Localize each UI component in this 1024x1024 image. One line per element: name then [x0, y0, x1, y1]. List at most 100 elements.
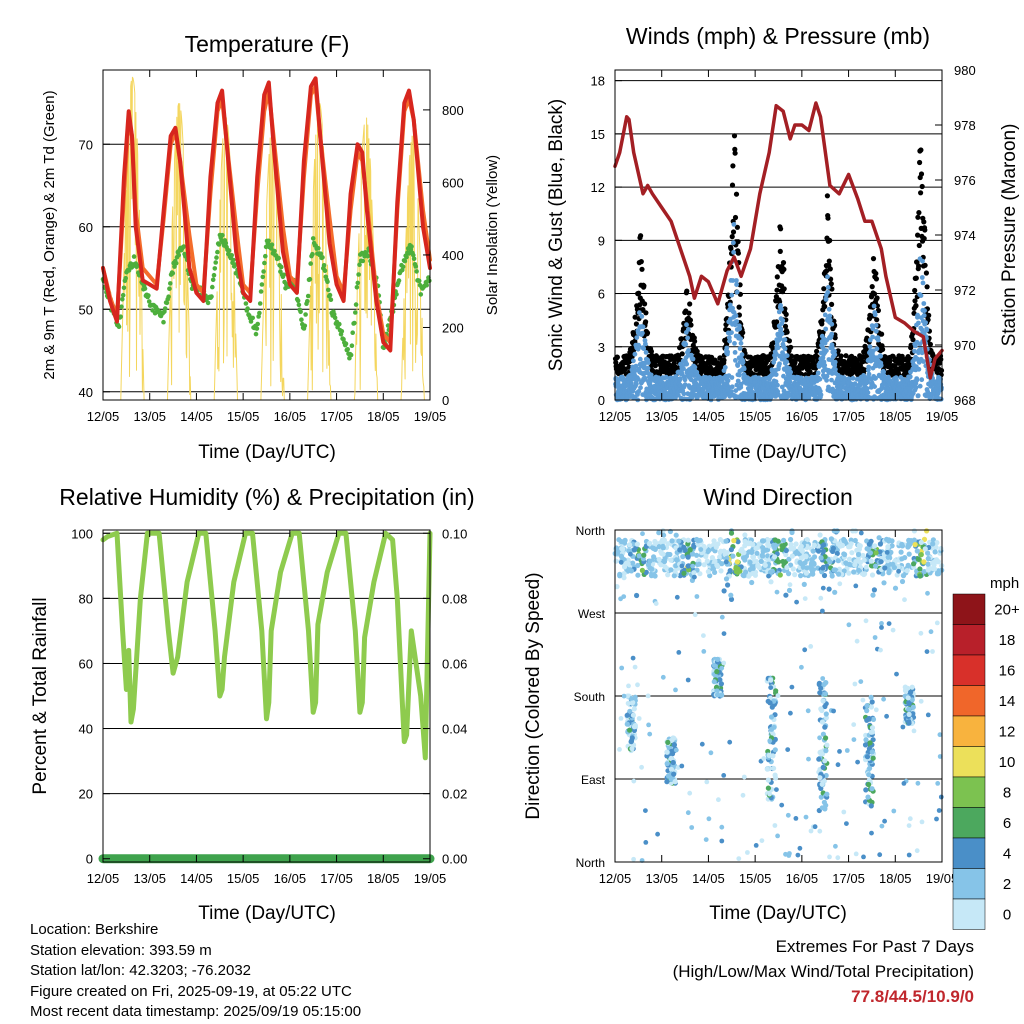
humidity-title: Relative Humidity (%) & Precipitation (i… — [59, 484, 474, 510]
temperature-plot-frame — [102, 69, 431, 401]
dewpoint-point — [243, 301, 249, 306]
direction-point — [631, 724, 638, 730]
direction-point — [871, 587, 878, 593]
direction-point — [631, 706, 637, 712]
direction-point — [906, 711, 912, 718]
direction-point — [661, 532, 667, 538]
direction-point — [768, 685, 774, 690]
direction-point — [669, 538, 675, 544]
dewpoint-point — [123, 275, 128, 281]
direction-point — [691, 544, 697, 550]
direction-point — [809, 557, 815, 563]
direction-point — [711, 679, 717, 685]
dewpoint-point — [400, 264, 406, 270]
dewpoint-point — [212, 266, 218, 271]
gust-point — [926, 312, 932, 318]
dewpoint-point — [269, 242, 275, 247]
direction-point — [677, 547, 683, 553]
gust-point — [638, 233, 644, 239]
direction-point — [886, 621, 892, 626]
wind-point — [924, 327, 930, 333]
wind-point — [735, 378, 741, 384]
gust-point — [873, 276, 880, 282]
x-tick-label: 19/05 — [414, 409, 447, 424]
y2-tick-label: 974 — [954, 228, 976, 243]
direction-point — [891, 808, 897, 814]
dewpoint-point — [118, 314, 123, 320]
x-tick-label: 17/05 — [320, 409, 353, 424]
wind-point — [730, 278, 736, 283]
temp-2m-line — [101, 76, 432, 353]
wind-point — [640, 324, 646, 330]
direction-point — [835, 558, 841, 564]
gust-point — [688, 322, 694, 328]
direction-point — [704, 558, 710, 564]
direction-point — [935, 781, 941, 786]
y-tick-label: 15 — [591, 127, 605, 142]
direction-point — [741, 550, 747, 556]
gust-point — [637, 302, 643, 308]
dewpoint-point — [424, 283, 430, 288]
direction-point — [852, 681, 858, 687]
dewpoint-point — [327, 292, 333, 298]
direction-point — [914, 548, 920, 554]
x-tick-label: 12/05 — [599, 871, 632, 886]
direction-point — [805, 708, 811, 714]
gust-point — [694, 348, 700, 354]
gust-point — [786, 338, 793, 344]
wind-point — [832, 363, 838, 368]
dewpoint-point — [229, 253, 234, 258]
direction-point — [839, 542, 846, 549]
direction-point — [934, 620, 940, 626]
direction-point — [753, 545, 759, 552]
x-tick-label: 15/05 — [227, 409, 260, 424]
x-tick-label: 12/05 — [87, 409, 120, 424]
dewpoint-point — [352, 320, 357, 326]
direction-point — [842, 551, 848, 558]
direction-point — [671, 573, 677, 579]
direction-point — [870, 592, 876, 598]
dewpoint-point — [353, 302, 359, 307]
direction-point — [896, 568, 901, 574]
y-tick-label: 0 — [598, 393, 605, 408]
direction-point — [925, 567, 931, 573]
wind-point — [865, 379, 871, 385]
dewpoint-point — [345, 347, 351, 352]
direction-point — [868, 558, 874, 564]
wind-point — [728, 389, 734, 394]
y2-tick-label: 972 — [954, 283, 976, 298]
gust-point — [828, 281, 834, 287]
direction-point — [747, 567, 753, 573]
direction-point — [834, 528, 840, 534]
direction-point — [797, 845, 803, 851]
gust-point — [838, 353, 844, 359]
direction-point — [853, 583, 859, 589]
direction-point — [863, 737, 869, 743]
wind-point — [732, 341, 737, 346]
direction-point — [873, 707, 879, 713]
direction-point — [775, 693, 781, 699]
pressure-series — [613, 101, 944, 380]
direction-point — [918, 552, 924, 558]
wind-point — [832, 359, 838, 365]
wind-point — [733, 358, 738, 363]
direction-point — [851, 569, 857, 575]
direction-point — [749, 579, 755, 586]
gust-point — [832, 335, 838, 341]
dewpoint-point — [414, 269, 419, 274]
wind-point — [631, 358, 636, 364]
wind-point — [780, 318, 786, 323]
direction-point — [664, 779, 670, 785]
direction-point — [817, 828, 823, 834]
wind-point — [634, 335, 640, 340]
direction-point — [719, 614, 725, 620]
direction-point — [832, 589, 838, 595]
wind-point — [778, 303, 783, 308]
direction-point — [828, 536, 835, 542]
dewpoint-point — [220, 232, 225, 238]
direction-point — [892, 558, 899, 564]
direction-point — [676, 650, 682, 655]
direction-point — [892, 585, 899, 591]
direction-point — [925, 712, 931, 718]
wind-point — [938, 396, 944, 402]
